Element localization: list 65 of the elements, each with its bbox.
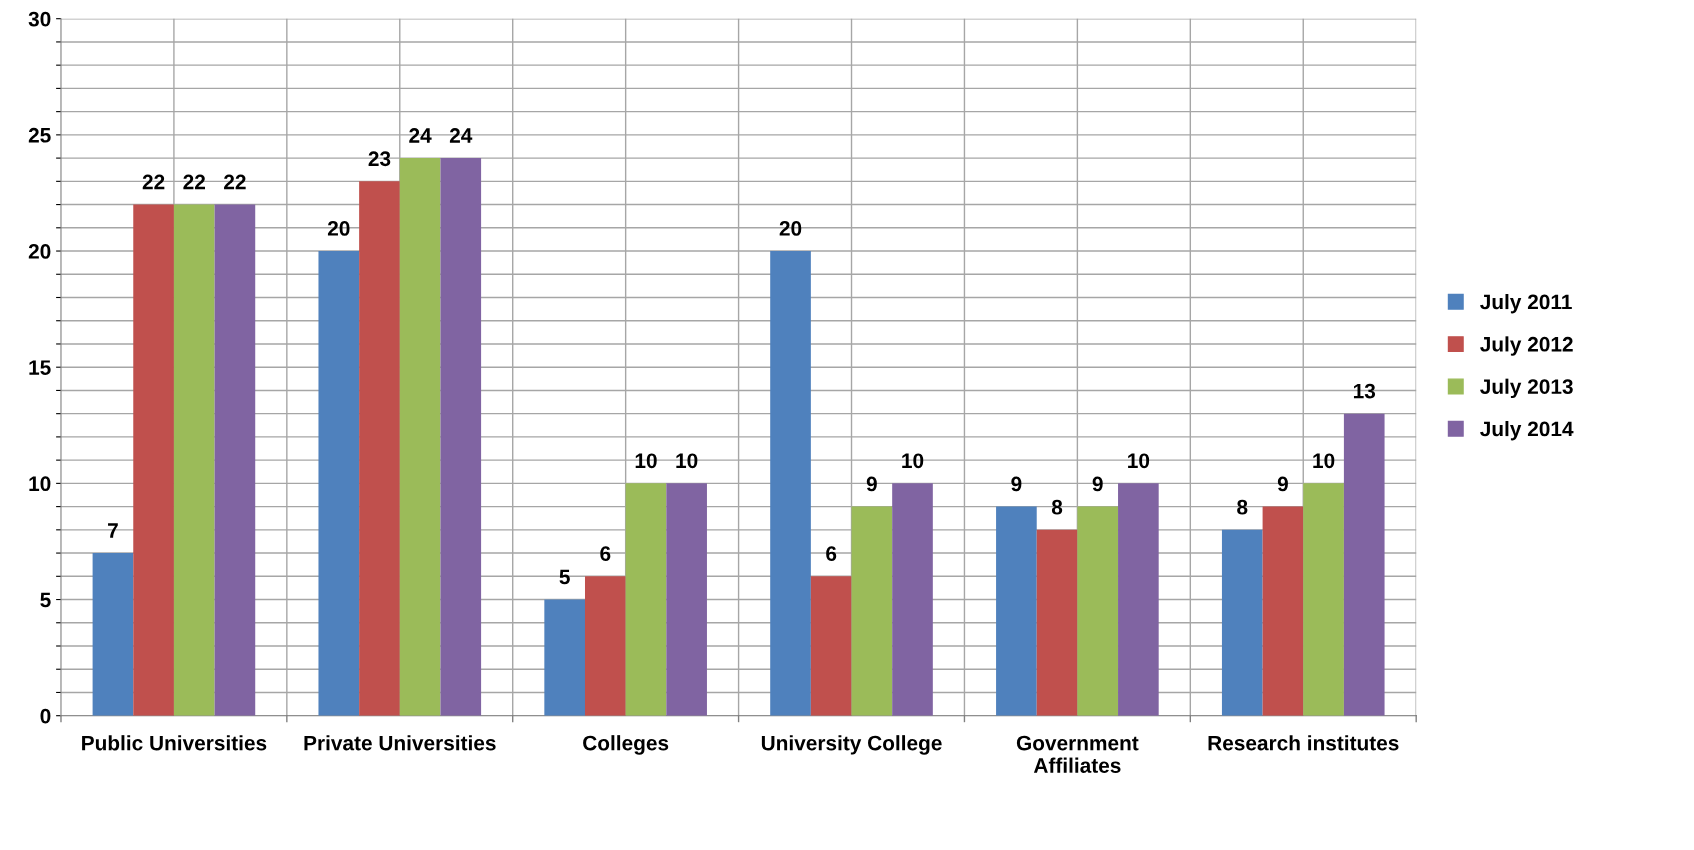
- data-label: 8: [1051, 499, 1063, 515]
- bar: [214, 204, 256, 716]
- bar: [1118, 483, 1159, 716]
- data-label: 13: [1353, 383, 1376, 399]
- data-label: 6: [600, 546, 611, 562]
- bar: [810, 576, 852, 716]
- data-label: 9: [1277, 476, 1288, 492]
- bar: [440, 158, 482, 716]
- bar: [359, 181, 400, 716]
- bar: [1036, 529, 1078, 716]
- bar: [1221, 529, 1263, 716]
- bar: [996, 506, 1037, 716]
- legend-label: July 2012: [1480, 336, 1573, 356]
- bar: [1303, 483, 1344, 716]
- data-label: 9: [1011, 476, 1022, 492]
- data-label: 5: [559, 569, 570, 585]
- bar: [584, 576, 626, 716]
- legend-label: July 2014: [1480, 421, 1574, 441]
- data-label: 8: [1237, 499, 1248, 515]
- bar: [133, 204, 174, 716]
- data-label: 22: [142, 174, 165, 190]
- bar: [544, 599, 585, 716]
- bar: [1343, 413, 1385, 716]
- bar: [625, 483, 667, 716]
- data-label: 10: [1128, 453, 1150, 469]
- data-label: 10: [1313, 453, 1335, 469]
- data-label: 10: [635, 453, 657, 469]
- legend-label: July 2011: [1480, 293, 1572, 314]
- y-tick-label: 25: [28, 127, 51, 143]
- bar: [851, 506, 893, 716]
- data-label: 22: [224, 174, 246, 190]
- x-tick-label: University College: [761, 735, 942, 755]
- y-tick-label: 15: [29, 360, 51, 375]
- y-tick-label: 30: [28, 11, 51, 27]
- y-tick-label: 10: [29, 476, 51, 492]
- x-tick-label: Colleges: [583, 735, 669, 755]
- y-tick-label: 5: [40, 592, 51, 608]
- data-label: 9: [866, 476, 877, 492]
- data-label: 23: [368, 151, 391, 167]
- data-label: 10: [902, 453, 924, 469]
- bar: [1262, 506, 1304, 716]
- data-label: 7: [108, 523, 118, 538]
- bar: [892, 483, 933, 716]
- data-label: 9: [1092, 476, 1103, 492]
- y-tick-label: 0: [40, 708, 51, 724]
- x-tick-label: Private Universities: [304, 735, 496, 751]
- data-label: 20: [779, 221, 802, 236]
- bar: [1077, 506, 1119, 716]
- data-label: 22: [183, 174, 205, 190]
- data-label: 24: [409, 128, 432, 143]
- bar: [318, 251, 360, 716]
- y-tick-label: 20: [28, 244, 51, 259]
- bar: [666, 483, 707, 716]
- data-label: 6: [826, 546, 837, 562]
- x-tick-label: Research institutes: [1208, 735, 1399, 751]
- bar: [770, 251, 811, 716]
- x-tick-label: Government Affiliates: [1016, 735, 1139, 773]
- x-tick-label: Public Universities: [82, 735, 267, 751]
- bar: [92, 553, 134, 716]
- bar: [399, 158, 441, 716]
- bar: [173, 204, 215, 716]
- data-label: 10: [676, 453, 698, 469]
- data-label: 20: [327, 221, 350, 236]
- data-label: 24: [449, 128, 473, 143]
- legend-label: July 2013: [1480, 378, 1573, 399]
